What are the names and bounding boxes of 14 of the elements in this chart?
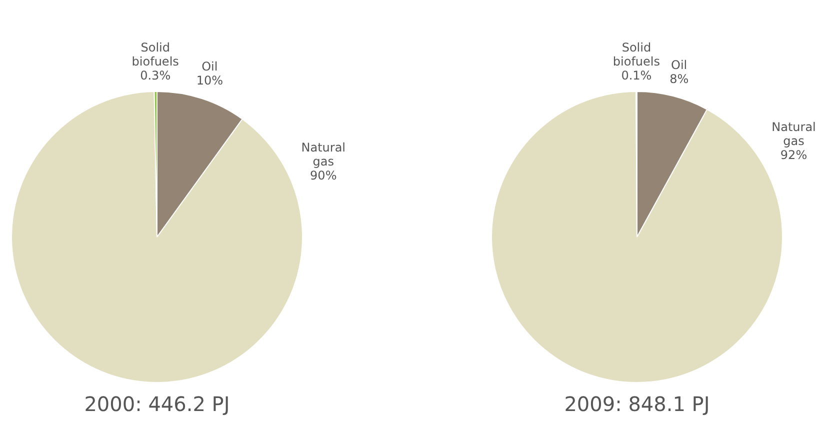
slice-label: Natural gas <box>301 140 346 169</box>
data-label: 10% <box>196 74 224 88</box>
data-label: 0.3% <box>140 68 171 82</box>
slice-label: Oil <box>671 58 688 72</box>
data-label: 8% <box>670 72 689 86</box>
slice-label: Solid biofuels <box>612 40 660 69</box>
data-label: 90% <box>310 168 337 183</box>
data-label: 92% <box>780 148 808 162</box>
data-label: 0.1% <box>621 68 652 83</box>
slice-label: Natural gas <box>772 120 816 148</box>
text: 2009: 848.1 PJ <box>563 392 711 416</box>
slice-label: Oil <box>202 60 218 74</box>
slice-label: Solid biofuels <box>132 40 179 68</box>
text: 2000: 446.2 PJ <box>83 392 231 416</box>
